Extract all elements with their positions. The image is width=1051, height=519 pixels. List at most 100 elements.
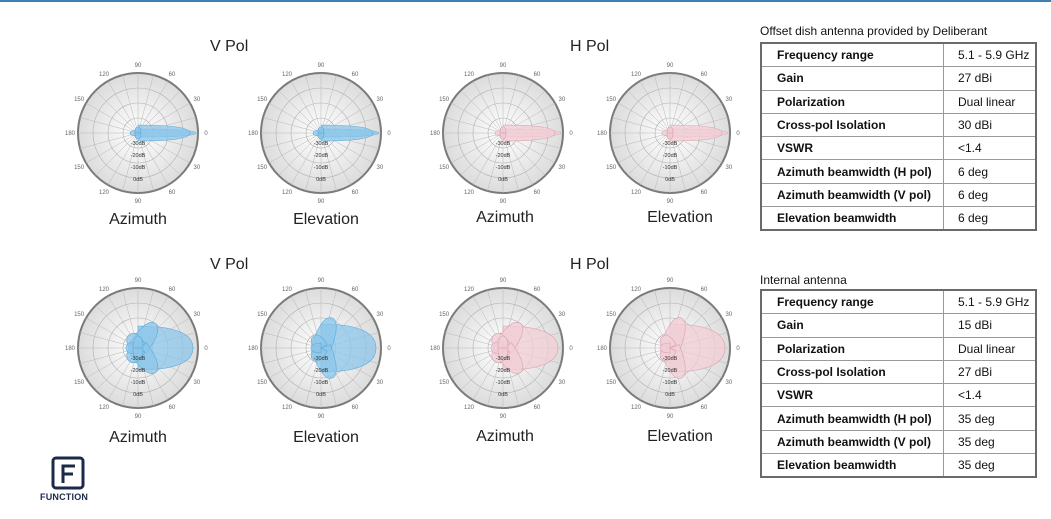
polar-plot: -30dB -20dB -10dB 0dB 90 60 30 0 30 60 90 120 150 180… <box>595 58 745 208</box>
ring-db-label: -10dB <box>314 165 329 171</box>
ring-db-label: -20dB <box>496 368 511 374</box>
angle-tick-label: 90 <box>667 414 674 420</box>
table-row: Azimuth beamwidth (V pol) 6 deg <box>760 182 1037 208</box>
table-row: Azimuth beamwidth (H pol) 6 deg <box>760 159 1037 184</box>
plot-label-azimuth: Azimuth <box>476 428 534 445</box>
angle-tick-label: 120 <box>282 405 293 411</box>
ring-db-label: -30dB <box>314 356 329 362</box>
angle-tick-label: 180 <box>248 346 259 352</box>
polar-plot: -30dB -20dB -10dB 0dB 90 60 30 0 30 60 90 120 150 180… <box>595 273 745 423</box>
pattern-lobe <box>497 347 509 361</box>
angle-tick-label: 60 <box>169 72 176 78</box>
pattern-lobe <box>310 342 322 354</box>
angle-tick-label: 150 <box>74 380 85 386</box>
top-accent-rule <box>0 0 1051 2</box>
ring-db-label: -30dB <box>496 141 511 147</box>
spec-value: 5.1 - 5.9 GHz <box>943 42 1037 68</box>
angle-tick-label: 120 <box>99 72 110 78</box>
spec-key: VSWR <box>760 383 944 408</box>
angle-tick-label: 30 <box>559 380 566 386</box>
ring-db-label: 0dB <box>498 177 508 183</box>
spec-key: Gain <box>760 313 944 338</box>
table-row: Cross-pol Isolation 27 dBi <box>760 359 1037 385</box>
spec-key: Frequency range <box>760 289 944 315</box>
angle-tick-label: 30 <box>194 312 201 318</box>
angle-tick-label: 0 <box>204 131 208 137</box>
angle-tick-label: 150 <box>439 380 450 386</box>
angle-tick-label: 30 <box>194 380 201 386</box>
angle-tick-label: 180 <box>597 131 608 137</box>
table-title-offset-dish: Offset dish antenna provided by Delibera… <box>760 24 988 38</box>
section1-hpol-title: H Pol <box>570 38 610 55</box>
ring-db-label: -20dB <box>314 153 329 159</box>
ring-db-label: -10dB <box>496 165 511 171</box>
ring-db-label: -10dB <box>496 380 511 386</box>
ring-db-label: -30dB <box>131 356 146 362</box>
ring-db-label: -30dB <box>496 356 511 362</box>
angle-tick-label: 120 <box>631 190 642 196</box>
ring-db-label: -20dB <box>663 368 678 374</box>
pattern-lobe <box>502 124 556 142</box>
spec-key: Azimuth beamwidth (V pol) <box>760 429 944 455</box>
angle-tick-label: 150 <box>439 312 450 318</box>
angle-tick-label: 120 <box>282 190 293 196</box>
ring-db-label: -10dB <box>131 165 146 171</box>
angle-tick-label: 180 <box>597 346 608 352</box>
angle-tick-label: 30 <box>559 165 566 171</box>
table-row: Frequency range 5.1 - 5.9 GHz <box>760 289 1037 315</box>
spec-value: <1.4 <box>943 383 1037 408</box>
angle-tick-label: 90 <box>318 278 325 284</box>
polar-plot: -30dB -20dB -10dB 0dB 90 60 30 0 30 60 90 120 150 180… <box>246 58 396 208</box>
angle-tick-label: 180 <box>65 131 76 137</box>
spec-value: Dual linear <box>943 89 1037 114</box>
angle-tick-label: 90 <box>667 199 674 205</box>
pattern-lobe <box>317 132 325 140</box>
plot-label-elevation: Elevation <box>293 211 359 228</box>
angle-tick-label: 60 <box>701 405 708 411</box>
section1-vpol-title: V Pol <box>210 38 249 55</box>
spec-key: Cross-pol Isolation <box>760 112 944 138</box>
table-row: Azimuth beamwidth (H pol) 35 deg <box>760 406 1037 431</box>
angle-tick-label: 120 <box>282 72 293 78</box>
section2-vpol-title: V Pol <box>210 256 249 273</box>
ring-db-label: -30dB <box>663 141 678 147</box>
angle-tick-label: 90 <box>135 278 142 284</box>
angle-tick-label: 60 <box>352 72 359 78</box>
angle-tick-label: 0 <box>387 346 391 352</box>
spec-value: 27 dBi <box>943 66 1037 91</box>
ring-db-label: -20dB <box>496 153 511 159</box>
angle-tick-label: 150 <box>257 165 268 171</box>
ring-db-label: 0dB <box>133 177 143 183</box>
angle-tick-label: 0 <box>736 346 740 352</box>
angle-tick-label: 150 <box>257 97 268 103</box>
angle-tick-label: 30 <box>726 165 733 171</box>
polar-plot: -30dB -20dB -10dB 0dB 90 60 30 0 30 60 90 120 150 180… <box>63 58 213 208</box>
angle-tick-label: 90 <box>500 414 507 420</box>
angle-tick-label: 120 <box>631 72 642 78</box>
table-row: Frequency range 5.1 - 5.9 GHz <box>760 42 1037 68</box>
pattern-lobe <box>659 342 671 354</box>
angle-tick-label: 120 <box>99 405 110 411</box>
spec-key: Frequency range <box>760 42 944 68</box>
angle-tick-label: 150 <box>74 97 85 103</box>
pattern-lobe <box>666 132 674 140</box>
angle-tick-label: 180 <box>430 346 441 352</box>
angle-tick-label: 30 <box>194 165 201 171</box>
table-row: Cross-pol Isolation 30 dBi <box>760 112 1037 138</box>
spec-value: 6 deg <box>943 182 1037 208</box>
ring-db-label: -10dB <box>663 165 678 171</box>
angle-tick-label: 120 <box>464 72 475 78</box>
angle-tick-label: 90 <box>500 63 507 69</box>
table-row: VSWR <1.4 <box>760 136 1037 161</box>
pattern-lobe <box>499 132 507 140</box>
angle-tick-label: 180 <box>430 131 441 137</box>
spec-key: Azimuth beamwidth (H pol) <box>760 406 944 431</box>
plot-label-azimuth: Azimuth <box>109 429 167 446</box>
angle-tick-label: 150 <box>606 312 617 318</box>
table-row: Elevation beamwidth 35 deg <box>760 453 1037 478</box>
angle-tick-label: 60 <box>169 287 176 293</box>
angle-tick-label: 120 <box>631 287 642 293</box>
polar-plot: -30dB -20dB -10dB 0dB 90 60 30 0 30 60 90 120 150 180… <box>246 273 396 423</box>
angle-tick-label: 60 <box>352 287 359 293</box>
angle-tick-label: 60 <box>169 405 176 411</box>
